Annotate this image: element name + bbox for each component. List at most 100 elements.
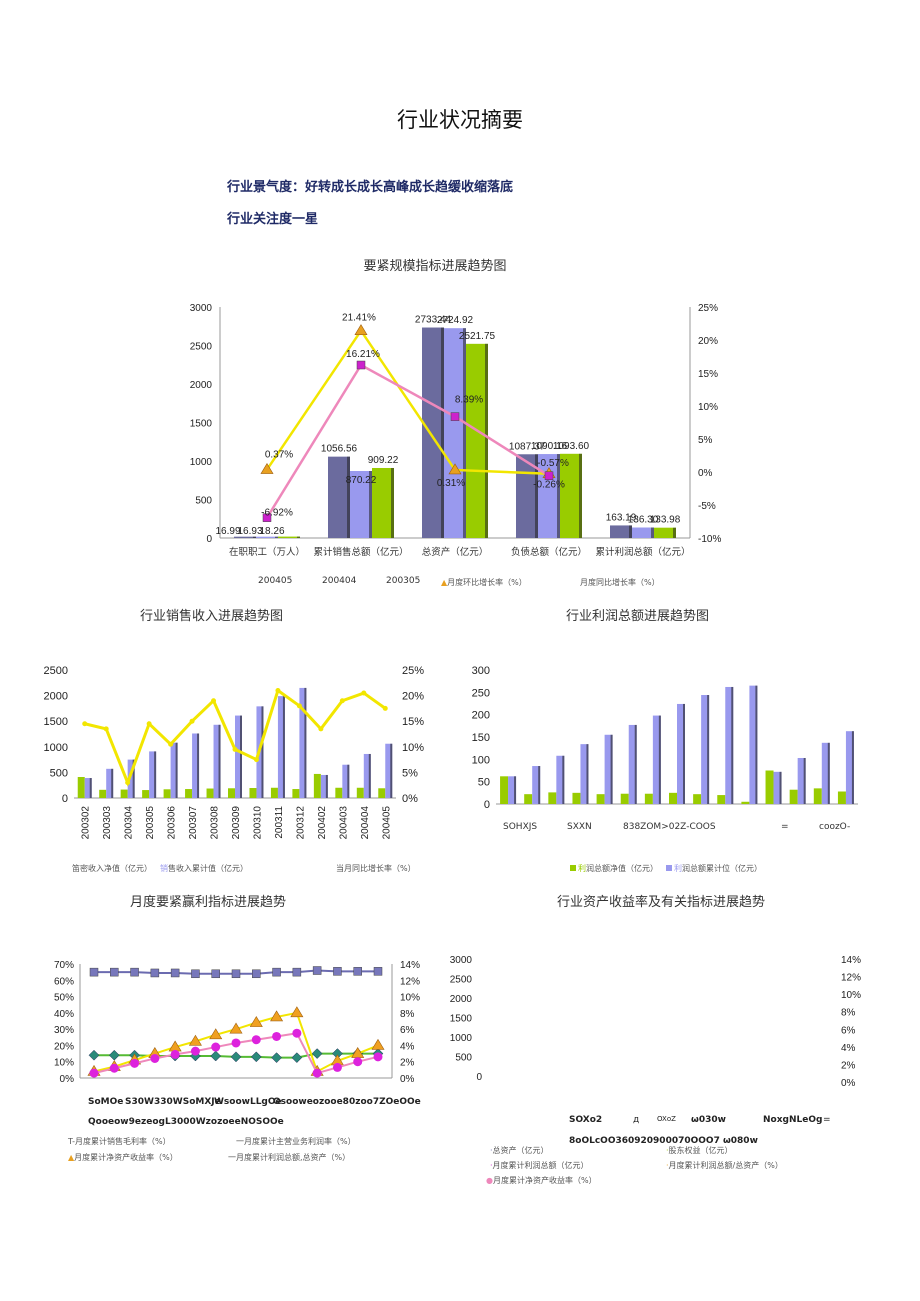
monthly-xlabel: 330WSoMXJe [154,1097,221,1107]
line-marker [312,966,322,975]
bar-shadow [731,686,734,804]
line-marker [371,1038,385,1050]
y-tick-label: 2500 [190,342,213,353]
square-icon [570,865,576,871]
line-marker [110,967,119,977]
x-tick-label: 200307 [188,806,199,840]
line-marker [211,1042,221,1052]
line-label: -0.57% [537,458,569,469]
line-marker [210,1050,222,1062]
assets-xlabel: OXoZ [657,1115,676,1123]
x-tick-label: 200305 [145,806,156,840]
line-marker [103,726,109,732]
bar-shadow [535,454,538,538]
main-legend-200404: 200404 [322,576,357,586]
bar [749,685,758,804]
line-marker [311,1048,323,1059]
bar [235,715,242,798]
bar-shadow [240,715,242,798]
y-tick-label: 2500 [450,975,473,986]
line-marker [312,1068,322,1078]
y-tick-label: 100 [472,754,490,766]
bar [765,770,774,804]
bar [556,755,565,804]
y-tick-label: 2000 [450,994,473,1005]
main-chart-title: 要紧规模指标进展趋势图 [363,259,507,274]
bar [249,788,257,798]
line-marker [209,1028,223,1040]
bar-shadow [803,757,806,804]
line-marker [272,1031,282,1041]
bar [149,751,157,798]
bar-shadow [562,755,565,804]
line-marker [146,721,152,727]
prosperity-line: 行业景气度：好转成长成长高峰成长趋缓收缩落底 [227,176,513,195]
dot-icon: ● [486,1176,493,1185]
line-marker [88,1049,100,1061]
bar [837,791,846,804]
bar-shadow [827,742,830,804]
y2-tick-label: -10% [698,534,721,545]
bar [372,467,394,538]
line-marker [89,967,99,977]
main-legend-200305: 200305 [386,576,421,586]
y2-tick-label: 6% [841,1025,856,1036]
main-legend-mom: ▲月度环比增长率（%） [441,577,527,588]
bar-shadow [441,327,444,538]
y2-tick-label: -5% [698,501,716,512]
y-tick-label: 300 [472,665,490,677]
y-tick-label: 0% [60,1074,75,1085]
line-marker [170,968,180,978]
line-marker [290,1006,304,1018]
bar-shadow [634,724,637,804]
profit-legend-net-label: 润总额净值（亿元） [586,864,658,873]
y2-tick-label: 25% [698,303,718,314]
bar [234,536,256,538]
bar [466,343,488,538]
line-marker [231,969,241,979]
bar [192,733,200,798]
line-marker [188,1034,202,1046]
line-marker [354,324,368,335]
y2-tick-label: 20% [402,691,424,703]
bar-shadow [485,343,488,538]
bar [654,527,676,538]
assets-xlabel: ω030w [691,1115,726,1125]
bar [560,453,582,538]
y2-tick-label: 0% [402,793,418,805]
bar-shadow [369,470,372,538]
y-tick-label: 1000 [44,742,68,754]
assets-legend-roe: ●月度累计净资产收益率（%） [486,1175,597,1186]
line-marker [252,969,261,979]
bar-shadow [683,703,685,804]
bar-shadow [651,527,654,538]
line-marker [253,757,259,763]
sales-legend-cum-prefix: 销 [160,864,168,873]
data-label: 909.22 [368,455,399,466]
x-tick-label: 在职职工（万人） [229,546,305,558]
main-legend-200405: 200405 [258,576,293,586]
sales-legend-cum: 销售收入累计值（亿元） [160,863,248,874]
y2-tick-label: 2% [841,1060,856,1071]
profit-legend-cum: 利润总额累计位（亿元） [666,863,762,874]
bar [610,525,632,538]
x-tick-label: 200308 [210,806,221,840]
sales-chart-title: 行业销售收入进展趋势图 [140,609,284,624]
bar [524,794,533,804]
y2-tick-label: 15% [698,369,718,380]
bar-shadow [132,759,135,798]
assets-xlabel: = [823,1115,831,1125]
bar-shadow [629,525,632,538]
line-marker [150,1053,160,1063]
line-marker [260,462,274,474]
profit-chart: 0 50 100 150 200 250 300 [472,665,858,811]
line-marker [130,1058,140,1068]
bar [532,766,541,804]
line-marker [296,703,302,709]
monthly-legend-ratio: 一月度累计利润总额,总资产（%） [228,1153,351,1162]
bar-shadow [779,771,782,804]
y-tick-label: 250 [472,687,490,699]
bar [163,789,171,798]
line-marker [211,698,217,704]
line-marker [318,726,324,732]
